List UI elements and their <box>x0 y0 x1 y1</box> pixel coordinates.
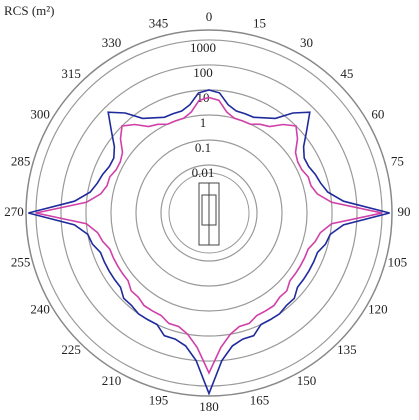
theta-tick-label: 105 <box>388 254 408 269</box>
theta-tick-label: 45 <box>340 66 353 81</box>
theta-tick-label: 270 <box>4 204 24 219</box>
theta-tick-label: 75 <box>391 154 404 169</box>
r-tick-label: 1000 <box>190 40 216 55</box>
theta-tick-label: 285 <box>11 154 31 169</box>
r-tick-label: 0.1 <box>195 140 211 155</box>
theta-tick-label: 225 <box>61 342 81 357</box>
theta-tick-label: 0 <box>206 9 213 24</box>
radial-axis-label: RCS (m²) <box>4 3 55 18</box>
theta-tick-label: 180 <box>199 399 219 414</box>
theta-tick-label: 30 <box>300 35 313 50</box>
theta-tick-label: 150 <box>297 373 317 388</box>
theta-tick-label: 120 <box>368 301 388 316</box>
r-tick-label: 1 <box>200 115 207 130</box>
theta-tick-label: 240 <box>30 301 50 316</box>
theta-tick-label: 330 <box>102 35 122 50</box>
r-tick-label: 0.01 <box>192 165 215 180</box>
series-line <box>35 96 383 375</box>
series-line <box>28 89 390 396</box>
theta-tick-label: 195 <box>149 392 169 407</box>
outer-ring <box>25 29 393 397</box>
grid-ring <box>60 64 358 362</box>
theta-tick-label: 135 <box>337 342 357 357</box>
grid-ring <box>110 114 308 312</box>
ship-icon <box>168 172 250 254</box>
theta-tick-label: 315 <box>61 66 81 81</box>
r-tick-label: 100 <box>193 65 213 80</box>
theta-tick-label: 255 <box>11 254 31 269</box>
grid-ring <box>160 164 258 262</box>
theta-tick-label: 90 <box>398 204 411 219</box>
theta-tick-label: 60 <box>371 106 384 121</box>
theta-tick-label: 345 <box>149 16 169 31</box>
theta-tick-label: 210 <box>102 373 122 388</box>
r-tick-label: 10 <box>197 90 210 105</box>
theta-tick-label: 165 <box>250 392 270 407</box>
grid-ring <box>135 139 283 287</box>
theta-tick-label: 300 <box>30 106 50 121</box>
theta-tick-label: 15 <box>253 16 266 31</box>
